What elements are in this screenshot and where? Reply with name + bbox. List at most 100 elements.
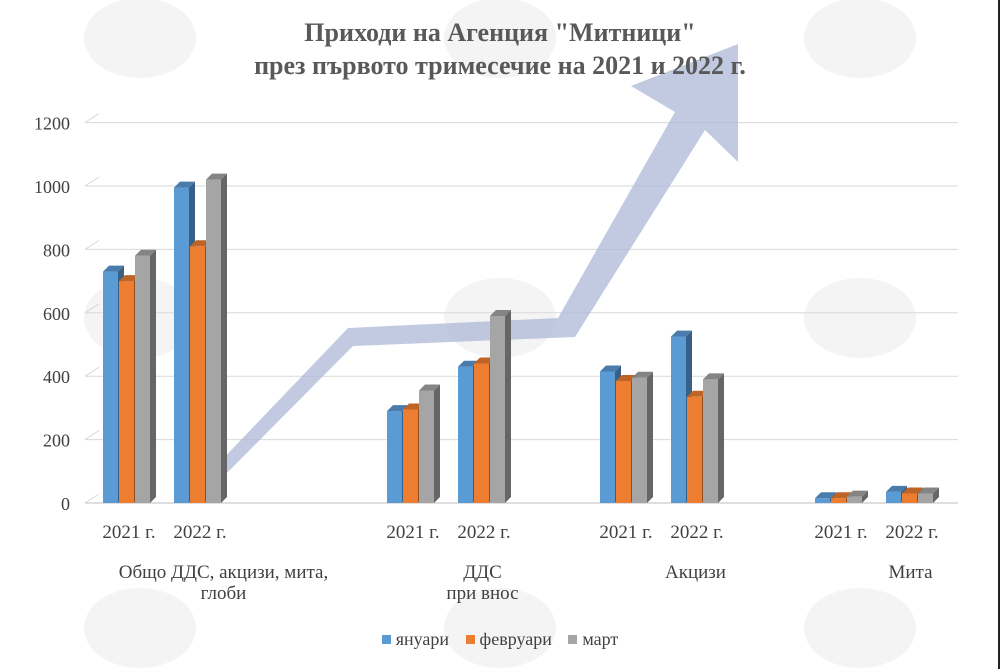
bar-side xyxy=(505,309,511,503)
bar-март xyxy=(918,493,933,503)
bar-февруари xyxy=(902,493,917,503)
x-tick-label: 2021 г. xyxy=(386,522,439,543)
category-label: Акцизи xyxy=(665,562,726,583)
legend-item-january: януари xyxy=(381,629,450,650)
bar-януари xyxy=(174,187,189,503)
legend-swatch-march xyxy=(568,635,578,644)
x-tick-label: 2021 г. xyxy=(814,522,867,543)
gridline-depth xyxy=(84,239,100,250)
bar-side xyxy=(862,490,868,503)
gridline-depth xyxy=(84,493,100,504)
chart-subtitle: през първото тримесечие на 2021 и 2022 г… xyxy=(254,51,746,80)
bar-top xyxy=(632,371,653,378)
legend-swatch-january xyxy=(381,635,391,644)
bar-top xyxy=(190,240,211,247)
right-border xyxy=(998,0,1000,669)
bar-януари xyxy=(886,491,901,503)
bar-top xyxy=(831,492,852,499)
bar-side xyxy=(933,487,939,503)
bar-side xyxy=(150,249,156,503)
bar-top xyxy=(600,365,621,372)
legend-item-february: февруари xyxy=(465,629,552,650)
bar-top xyxy=(103,265,124,272)
y-axis: 0 200 400 600 800 1000 1200 xyxy=(34,114,70,514)
bar-top xyxy=(458,360,479,367)
bars xyxy=(103,173,939,504)
bar-top xyxy=(174,181,195,188)
watermark-logo xyxy=(804,588,916,668)
category-label-line2: глоби xyxy=(201,583,247,604)
bar-top xyxy=(616,374,637,381)
bar-март xyxy=(206,179,221,503)
bar-февруари xyxy=(687,396,702,503)
category-label: ДДС xyxy=(463,562,502,583)
category-label-line2: при внос xyxy=(446,583,518,604)
bar-top xyxy=(419,384,440,391)
watermark-logo xyxy=(804,278,916,358)
bar-февруари xyxy=(190,246,205,504)
bar-top xyxy=(671,330,692,337)
bar-януари xyxy=(671,336,686,503)
watermark-logo xyxy=(444,588,556,668)
watermark-logo xyxy=(84,588,196,668)
chart-title: Приходи на Агенция "Митници" xyxy=(304,18,696,47)
bar-top xyxy=(135,249,156,256)
x-tick-label: 2022 г. xyxy=(457,522,510,543)
bar-февруари xyxy=(831,498,846,503)
category-label: Мита xyxy=(888,562,933,583)
bar-top xyxy=(687,390,708,397)
bar-side xyxy=(434,384,440,503)
gridline-depth xyxy=(84,113,100,124)
bar-януари xyxy=(458,366,473,503)
gridline-depth xyxy=(84,176,100,187)
x-tick-label: 2022 г. xyxy=(885,522,938,543)
legend-label-january: януари xyxy=(395,629,450,649)
trend-arrow xyxy=(195,44,738,488)
gridline-depth xyxy=(84,430,100,441)
bar-март xyxy=(847,496,862,503)
bar-март xyxy=(632,377,647,503)
bar-януари xyxy=(103,271,118,503)
bar-top xyxy=(886,485,907,492)
watermark-logo xyxy=(444,0,556,78)
bar-top xyxy=(847,490,868,497)
y-tick-label: 1000 xyxy=(34,177,70,197)
bar-top xyxy=(703,373,724,380)
bar-side xyxy=(647,371,653,503)
y-tick-label: 0 xyxy=(61,494,70,514)
gridlines xyxy=(84,113,958,504)
y-tick-label: 800 xyxy=(43,240,70,260)
x-tick-label: 2021 г. xyxy=(599,522,652,543)
x-tick-label: 2022 г. xyxy=(173,522,226,543)
bar-top xyxy=(206,173,227,180)
bar-февруари xyxy=(403,409,418,503)
y-tick-label: 400 xyxy=(43,367,70,387)
bar-февруари xyxy=(119,281,134,503)
bar-top xyxy=(474,357,495,364)
bar-top xyxy=(490,309,511,316)
gridline-depth xyxy=(84,303,100,314)
legend: януари февруари март xyxy=(0,628,1000,650)
legend-swatch-february xyxy=(465,635,475,644)
bar-top xyxy=(403,403,424,410)
bar-top xyxy=(119,275,140,282)
watermark-logo xyxy=(84,0,196,78)
bar-top xyxy=(815,492,836,499)
category-label: Общо ДДС, акцизи, мита, xyxy=(119,562,328,583)
bar-side xyxy=(221,173,227,503)
bar-януари xyxy=(815,498,830,503)
x-axis-labels: 2021 г. 2022 г. Общо ДДС, акцизи, мита,гло… xyxy=(102,522,938,604)
bar-top xyxy=(918,487,939,494)
y-tick-label: 200 xyxy=(43,431,70,451)
y-tick-label: 600 xyxy=(43,304,70,324)
legend-item-march: март xyxy=(568,629,618,650)
x-tick-label: 2021 г. xyxy=(102,522,155,543)
x-tick-label: 2022 г. xyxy=(670,522,723,543)
bar-февруари xyxy=(474,363,489,503)
y-tick-label: 1200 xyxy=(34,114,70,134)
bar-top xyxy=(387,405,408,412)
legend-label-march: март xyxy=(582,629,619,649)
legend-label-february: февруари xyxy=(479,629,552,649)
